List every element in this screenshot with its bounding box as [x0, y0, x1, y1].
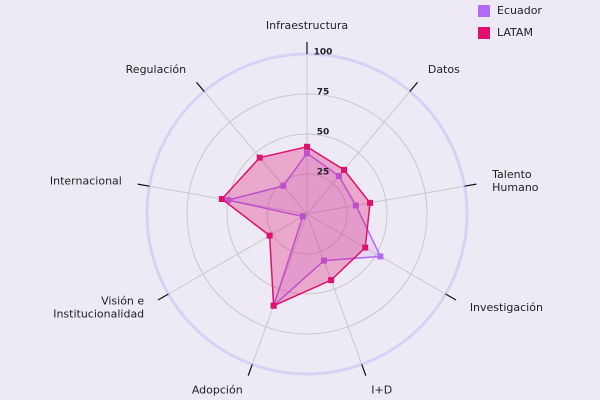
spoke-end: [247, 364, 253, 376]
axis-label: Visión e Institucionalidad: [53, 294, 144, 320]
legend-label: LATAM: [497, 26, 533, 39]
legend-swatch: [478, 27, 490, 39]
series-area: [228, 152, 382, 309]
data-point: [225, 197, 232, 204]
axis-label: Infraestructura: [266, 19, 348, 32]
spoke-end: [361, 364, 367, 376]
series-area: [220, 145, 371, 307]
axis-label: Talento Humano: [491, 168, 539, 194]
data-point: [367, 199, 374, 206]
data-point: [335, 173, 342, 180]
spoke: [306, 91, 411, 215]
spoke-end: [445, 293, 457, 301]
data-point: [352, 202, 359, 209]
spoke-end: [195, 81, 205, 92]
spoke: [306, 213, 446, 295]
legend-label: Ecuador: [497, 4, 542, 17]
data-point: [256, 154, 263, 161]
r-tick-label: 100: [314, 48, 333, 58]
spoke-end: [157, 293, 169, 301]
spoke: [203, 91, 308, 215]
data-point: [270, 302, 277, 309]
data-point: [266, 232, 273, 239]
data-point: [280, 182, 287, 189]
spoke: [306, 185, 465, 215]
r-tick-label: 75: [317, 88, 330, 98]
legend-swatch: [478, 5, 490, 17]
data-point: [320, 257, 327, 264]
axis-label-line: Humano: [492, 181, 539, 194]
data-point: [362, 244, 369, 251]
axis-label-line: Visión e: [101, 294, 144, 307]
spoke: [306, 213, 363, 365]
spoke-end: [464, 183, 477, 187]
axis-label: Investigación: [470, 301, 543, 314]
axis-label: Adopción: [192, 384, 243, 397]
r-tick-label: 25: [317, 168, 330, 178]
data-point: [341, 166, 348, 173]
axis-label-line: Talento: [491, 168, 532, 181]
axis-label-line: Institucionalidad: [53, 308, 144, 321]
axis-label: Internacional: [50, 174, 122, 187]
data-point: [377, 253, 384, 260]
data-point: [218, 195, 225, 202]
data-point: [299, 213, 306, 220]
data-point: [304, 150, 310, 157]
data-point: [328, 277, 335, 284]
axis-label: I+D: [371, 384, 392, 397]
spoke-end: [409, 81, 419, 92]
axis-label: Regulación: [126, 63, 187, 76]
r-tick-label: 50: [317, 128, 330, 138]
spoke-end: [137, 183, 150, 187]
data-point: [304, 143, 310, 150]
spoke: [168, 213, 308, 295]
axis-label: Datos: [428, 63, 460, 76]
